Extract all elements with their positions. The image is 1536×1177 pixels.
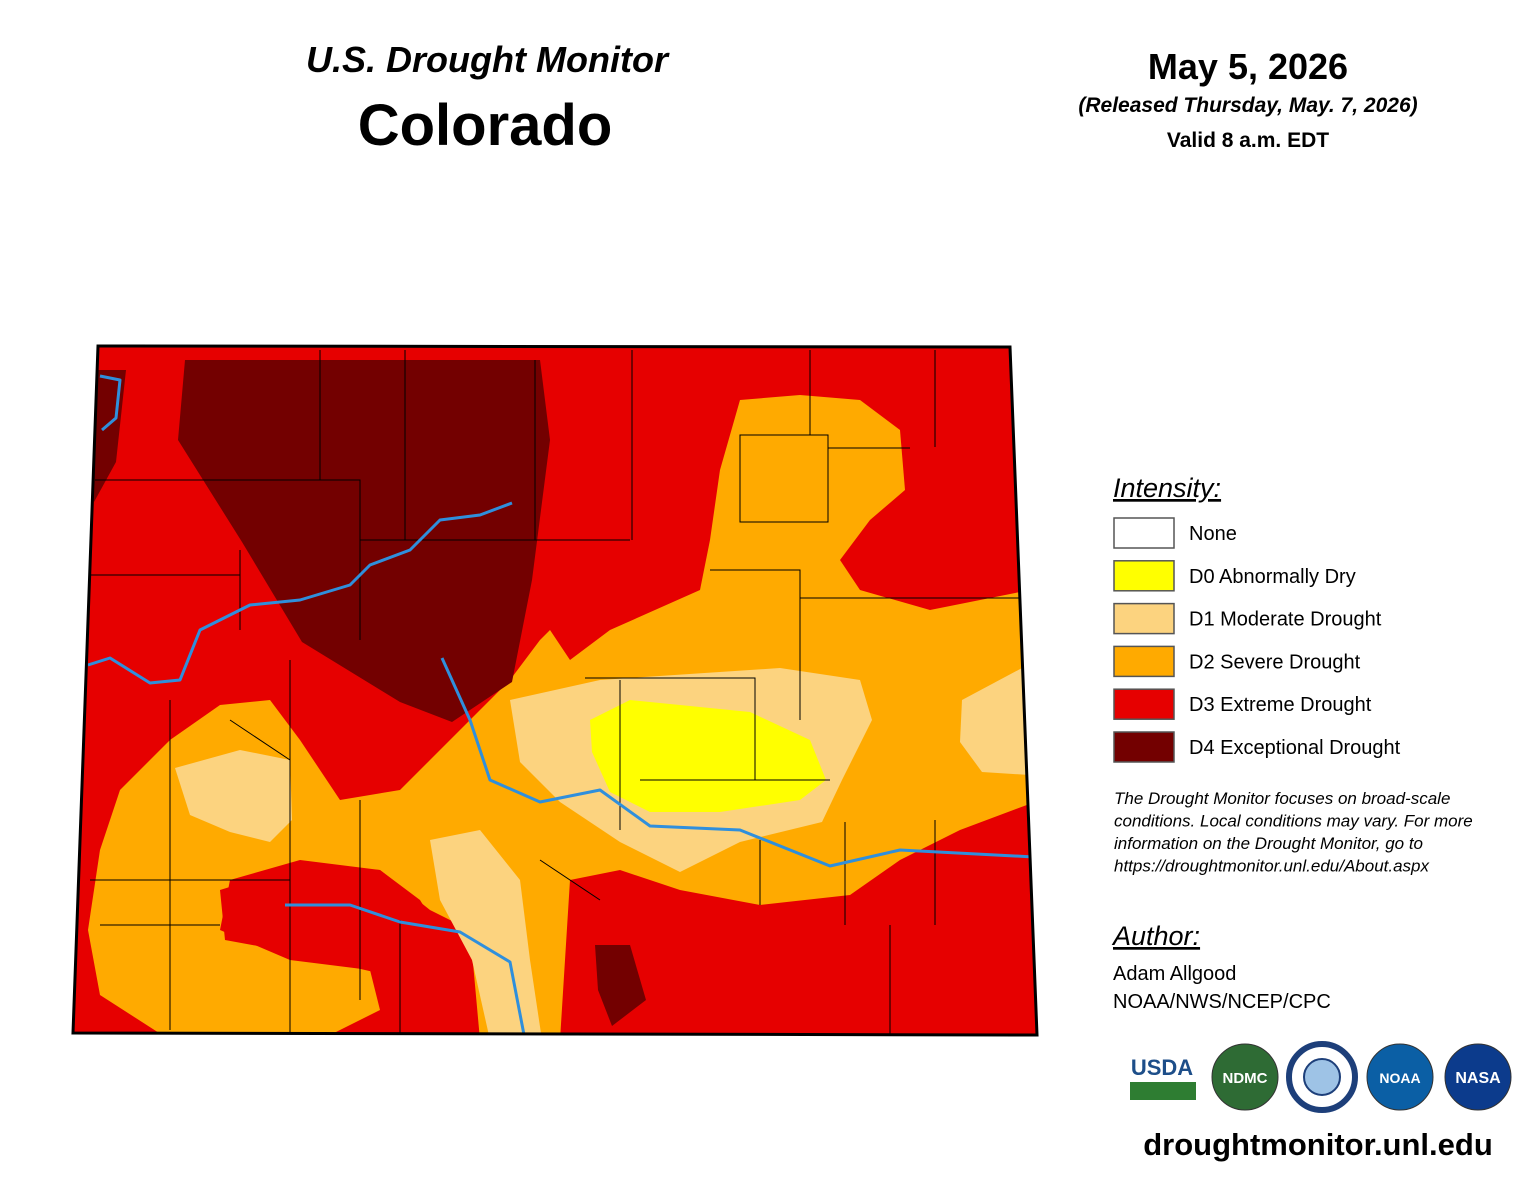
legend-swatch	[1113, 602, 1175, 635]
state-border	[71, 344, 1039, 1037]
author-name: Adam Allgood	[1113, 963, 1236, 985]
disclaimer: The Drought Monitor focuses on broad-sca…	[1114, 789, 1473, 876]
d4-area	[178, 360, 550, 722]
logo-bar	[1130, 1082, 1196, 1100]
title: U.S. Drought Monitor	[306, 39, 670, 80]
legend-title: Intensity:	[1113, 473, 1221, 503]
legend-swatch	[1113, 645, 1175, 678]
logos: USDA NDMC NOAA NASA	[1130, 1041, 1512, 1113]
legend-label: D3 Extreme Drought	[1189, 694, 1372, 716]
legend-label: None	[1189, 523, 1237, 545]
arkansas-river	[440, 657, 1036, 868]
disclaimer-line: conditions. Local conditions may vary. F…	[1114, 812, 1473, 831]
legend-label: D2 Severe Drought	[1189, 651, 1361, 673]
logo-circle	[1211, 1043, 1279, 1111]
logo-text: NOAA	[1379, 1070, 1420, 1086]
logo-seal	[1303, 1058, 1341, 1096]
legend-label: D4 Exceptional Drought	[1189, 737, 1401, 759]
logo-circle	[1444, 1043, 1512, 1111]
state-map	[71, 344, 1039, 1037]
legend-label: D1 Moderate Drought	[1189, 609, 1382, 631]
legend: None D0 Abnormally Dry D1 Moderate Drought…	[1113, 517, 1401, 763]
state-name: Colorado	[358, 93, 613, 158]
d0-area	[590, 700, 826, 812]
colorado-river	[87, 501, 513, 685]
d1-area	[960, 668, 1030, 775]
disclaimer-line: The Drought Monitor focuses on broad-sca…	[1114, 789, 1450, 808]
legend-swatch	[1113, 731, 1175, 763]
website: droughtmonitor.unl.edu	[1143, 1127, 1493, 1162]
d1-area	[175, 750, 292, 842]
map-date: May 5, 2026	[1148, 46, 1348, 87]
logo-text: USDA	[1131, 1055, 1193, 1080]
legend-swatch	[1113, 560, 1175, 592]
d4-area	[595, 945, 646, 1026]
county-lines	[90, 350, 1020, 1035]
green-river	[99, 374, 122, 432]
author-title: Author:	[1111, 921, 1200, 951]
author-org: NOAA/NWS/NCEP/CPC	[1113, 991, 1331, 1013]
legend-label: D0 Abnormally Dry	[1189, 566, 1356, 588]
rio-grande	[285, 903, 527, 1035]
disclaimer-line: information on the Drought Monitor, go t…	[1114, 834, 1423, 853]
valid-time: Valid 8 a.m. EDT	[1167, 129, 1329, 152]
logo-text: NDMC	[1223, 1070, 1268, 1087]
release-date: (Released Thursday, May. 7, 2026)	[1078, 94, 1417, 117]
logo-text: NASA	[1455, 1070, 1501, 1087]
logo-circle	[1366, 1043, 1434, 1111]
legend-swatch	[1113, 517, 1175, 549]
disclaimer-line: https://droughtmonitor.unl.edu/About.asp…	[1114, 857, 1430, 876]
legend-swatch	[1113, 688, 1175, 720]
